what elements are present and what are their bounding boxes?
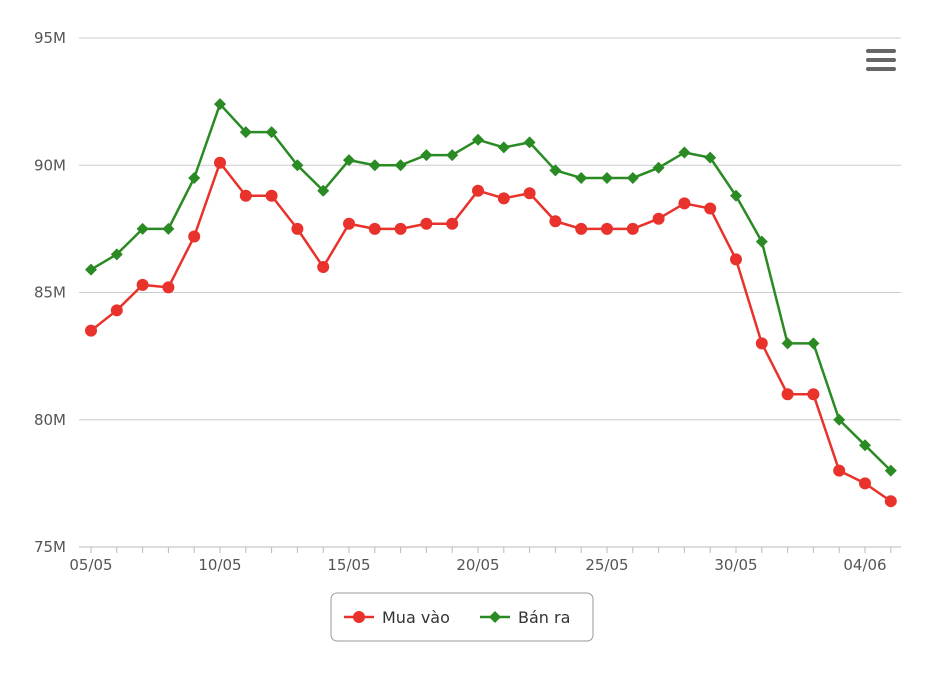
data-point[interactable]	[188, 171, 201, 184]
data-point[interactable]	[162, 222, 175, 235]
data-point[interactable]	[420, 149, 433, 162]
x-tick-label: 10/05	[198, 556, 241, 574]
legend: Mua vào Bán ra	[330, 592, 594, 642]
legend-box	[330, 592, 594, 642]
data-point[interactable]	[884, 495, 897, 508]
data-point[interactable]	[730, 189, 742, 202]
data-point[interactable]	[807, 337, 820, 350]
data-point[interactable]	[343, 217, 355, 230]
legend-marker	[489, 611, 501, 623]
series-line	[90, 161, 892, 503]
data-point[interactable]	[704, 151, 717, 164]
data-point[interactable]	[162, 281, 175, 294]
y-tick-label: 80M	[34, 411, 66, 429]
data-point[interactable]	[781, 388, 794, 401]
data-point[interactable]	[601, 222, 613, 235]
y-tick-label: 85M	[34, 284, 66, 302]
data-point[interactable]	[239, 189, 252, 202]
legend-item[interactable]: Mua vào	[344, 608, 450, 627]
data-point[interactable]	[859, 439, 871, 452]
data-point[interactable]	[317, 184, 330, 197]
data-point[interactable]	[214, 98, 226, 111]
data-point[interactable]	[394, 159, 407, 172]
x-tick-label: 25/05	[585, 556, 628, 574]
data-point[interactable]	[626, 171, 639, 184]
data-point[interactable]	[110, 304, 123, 317]
data-point[interactable]	[652, 161, 665, 174]
data-point[interactable]	[497, 192, 510, 205]
data-point[interactable]	[317, 261, 330, 274]
data-point[interactable]	[626, 222, 639, 235]
data-point[interactable]	[755, 337, 768, 350]
data-point[interactable]	[343, 154, 355, 167]
data-point[interactable]	[523, 187, 536, 200]
data-point[interactable]	[497, 141, 510, 154]
data-point[interactable]	[291, 222, 304, 235]
data-point[interactable]	[678, 197, 691, 210]
data-point[interactable]	[704, 202, 717, 215]
data-point[interactable]	[136, 278, 149, 291]
x-tick-label: 15/05	[327, 556, 370, 574]
data-point[interactable]	[368, 159, 381, 172]
data-point[interactable]	[781, 337, 794, 350]
data-point[interactable]	[368, 222, 381, 235]
legend-label: Mua vào	[382, 608, 450, 627]
data-point[interactable]	[85, 324, 97, 337]
data-point[interactable]	[136, 222, 149, 235]
data-point[interactable]	[420, 217, 433, 230]
data-point[interactable]	[859, 477, 871, 490]
data-point[interactable]	[472, 133, 484, 146]
data-point[interactable]	[575, 171, 588, 184]
data-point[interactable]	[214, 156, 226, 169]
data-point[interactable]	[575, 222, 588, 235]
x-tick-label: 04/06	[843, 556, 886, 574]
data-point[interactable]	[523, 136, 536, 149]
series-line	[90, 102, 892, 472]
series-1	[85, 156, 897, 508]
data-point[interactable]	[239, 126, 252, 139]
data-point[interactable]	[755, 235, 768, 248]
data-point[interactable]	[730, 253, 742, 266]
data-point[interactable]	[807, 388, 820, 401]
data-point[interactable]	[188, 230, 201, 243]
x-tick-label: 30/05	[714, 556, 757, 574]
grid-lines	[79, 37, 901, 421]
data-point[interactable]	[549, 215, 562, 228]
data-point[interactable]	[652, 212, 665, 225]
y-tick-label: 95M	[34, 29, 66, 47]
data-point[interactable]	[833, 413, 846, 426]
data-point[interactable]	[265, 189, 278, 202]
series-2	[85, 98, 897, 477]
data-point[interactable]	[265, 126, 278, 139]
data-point[interactable]	[446, 149, 459, 162]
y-axis-labels: 75M 80M 85M 90M 95M	[34, 29, 66, 556]
data-point[interactable]	[678, 146, 691, 159]
hamburger-menu-icon[interactable]	[866, 49, 896, 71]
y-tick-label: 75M	[34, 538, 66, 556]
data-point[interactable]	[601, 171, 613, 184]
series-lines	[85, 98, 897, 508]
data-point[interactable]	[549, 164, 562, 177]
y-tick-label: 90M	[34, 156, 66, 174]
legend-item[interactable]: Bán ra	[480, 608, 570, 627]
data-point[interactable]	[446, 217, 459, 230]
data-point[interactable]	[394, 222, 407, 235]
x-axis: 05/05 10/05 15/05 20/05 25/05 30/05 04/06	[69, 546, 901, 574]
x-tick-label: 20/05	[456, 556, 499, 574]
data-point[interactable]	[85, 263, 97, 276]
data-point[interactable]	[833, 464, 846, 477]
x-tick-label: 05/05	[69, 556, 112, 574]
data-point[interactable]	[110, 248, 123, 261]
legend-marker	[353, 611, 365, 623]
legend-label: Bán ra	[518, 608, 570, 627]
data-point[interactable]	[291, 159, 304, 172]
data-point[interactable]	[884, 464, 897, 477]
data-point[interactable]	[472, 184, 484, 197]
